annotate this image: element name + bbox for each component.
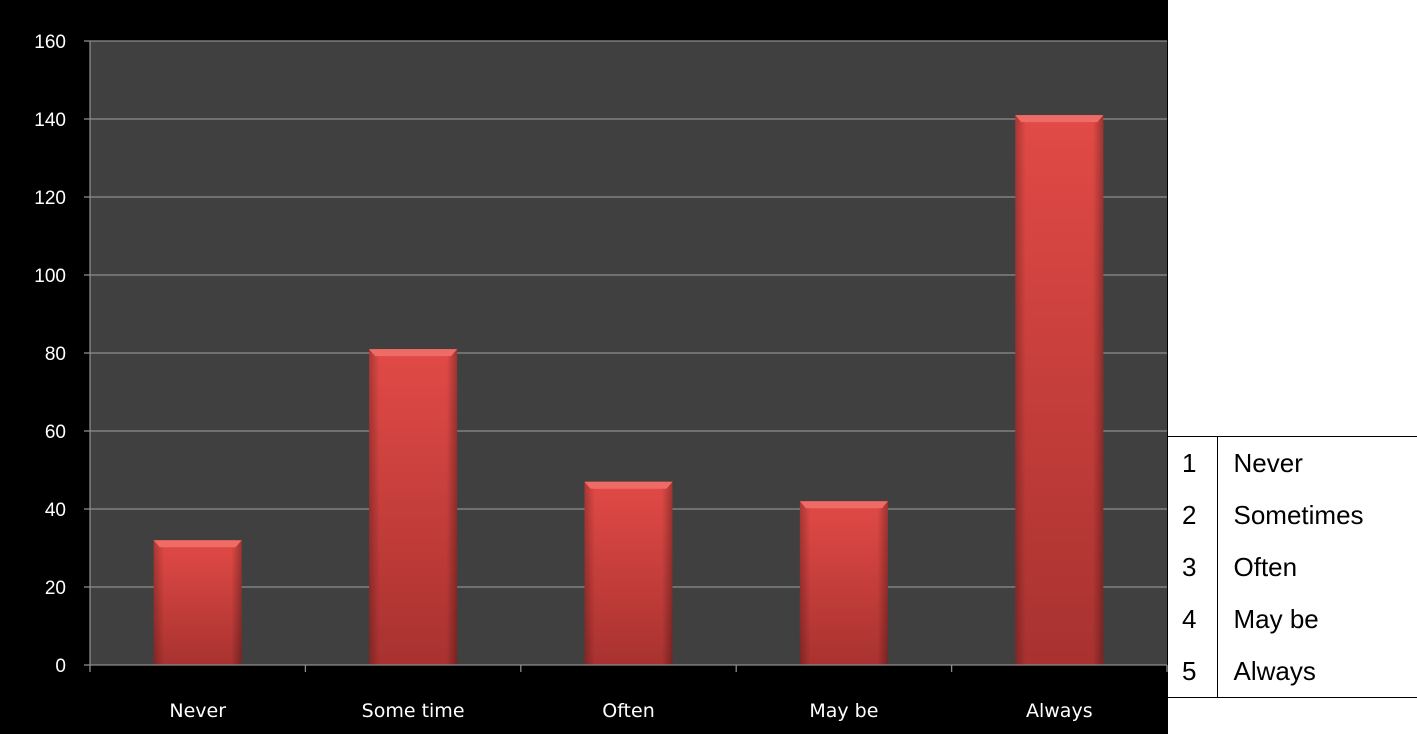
legend-row: 2 Sometimes	[1168, 489, 1417, 541]
y-tick-label: 80	[45, 344, 66, 365]
legend-label: Always	[1217, 645, 1417, 698]
bar	[1015, 115, 1104, 666]
bar-chart: 0 20 40 60 80 100 120 140 160 Never Some time Ofte…	[34, 32, 1168, 722]
legend-number: 3	[1168, 541, 1218, 593]
bar-bevel	[584, 481, 673, 489]
bar-bevel	[153, 540, 242, 548]
legend-label: May be	[1233, 603, 1319, 634]
y-tick-label: 60	[45, 422, 66, 443]
legend-row: 4 May be	[1168, 593, 1417, 645]
legend-number: 1	[1168, 436, 1218, 489]
bar-bevel	[1015, 115, 1104, 123]
bars	[153, 115, 1104, 666]
y-tick-label: 120	[34, 188, 66, 209]
y-tick-label: 0	[55, 656, 66, 677]
bar-shade	[369, 349, 458, 665]
legend-label: Never	[1217, 436, 1417, 489]
bar-shade	[799, 501, 888, 665]
bar-shade	[153, 540, 242, 665]
bar	[369, 349, 458, 665]
legend-row: 3 Often	[1168, 541, 1417, 593]
x-category-label: May be	[809, 700, 878, 722]
y-tick-label: 20	[45, 578, 66, 599]
x-category-label: Some time	[362, 700, 465, 722]
bar-shade	[584, 481, 673, 665]
legend-label: Often	[1233, 551, 1298, 582]
y-tick-label: 140	[34, 110, 66, 131]
legend-number: 5	[1168, 645, 1218, 698]
axes	[84, 40, 1168, 672]
y-tick-labels: 0 20 40 60 80 100 120 140 160	[34, 32, 66, 677]
chart-panel: 0 20 40 60 80 100 120 140 160 Never Some time Ofte…	[0, 0, 1168, 734]
legend-number: 4	[1168, 593, 1218, 645]
bar	[799, 501, 888, 665]
bar-shade	[1015, 115, 1104, 666]
y-tick-label: 100	[34, 266, 66, 287]
y-tick-label: 160	[34, 32, 66, 53]
bar	[153, 540, 242, 665]
x-category-label: Often	[602, 700, 655, 722]
legend-table: 1 Never 2 Sometimes 3 Often 4 May be 5 Always	[1168, 436, 1417, 698]
bar-bevel	[799, 501, 888, 509]
bar-bevel	[369, 349, 458, 357]
legend-label: Sometimes	[1233, 499, 1364, 530]
x-category-label: Always	[1026, 700, 1093, 722]
y-tick-label: 40	[45, 500, 66, 521]
legend-number: 2	[1168, 489, 1218, 541]
x-category-labels: Never Some time Often May be Always	[169, 700, 1092, 722]
bar	[584, 481, 673, 665]
legend-row: 1 Never	[1168, 436, 1417, 489]
x-category-label: Never	[169, 700, 226, 722]
legend-row: 5 Always	[1168, 645, 1417, 698]
